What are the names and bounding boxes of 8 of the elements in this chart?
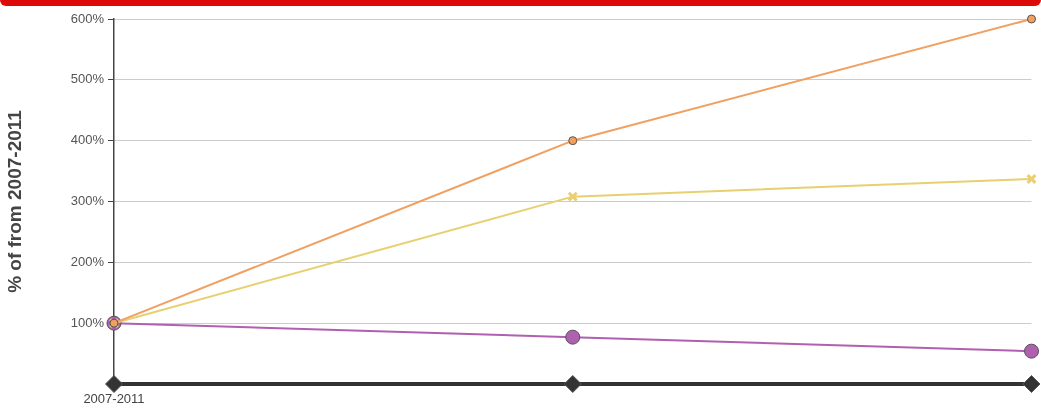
y-tick-label: 600%: [70, 10, 105, 26]
y-axis-title: % of from 2007-2011: [3, 109, 25, 293]
y-tick-label: 100%: [70, 314, 105, 330]
y-tick-label: 400%: [70, 132, 105, 148]
y-tick-label: 500%: [70, 71, 105, 87]
y-tick-label: 300%: [70, 193, 105, 209]
y-tick-label: 200%: [70, 253, 105, 269]
x-tick-label: 2007-2011: [83, 391, 145, 407]
